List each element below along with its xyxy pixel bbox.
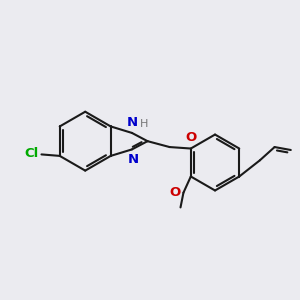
Text: N: N bbox=[128, 153, 139, 166]
Text: O: O bbox=[170, 186, 181, 199]
Text: H: H bbox=[140, 119, 148, 129]
Text: N: N bbox=[126, 116, 137, 129]
Text: Cl: Cl bbox=[25, 147, 39, 160]
Text: O: O bbox=[185, 131, 196, 144]
